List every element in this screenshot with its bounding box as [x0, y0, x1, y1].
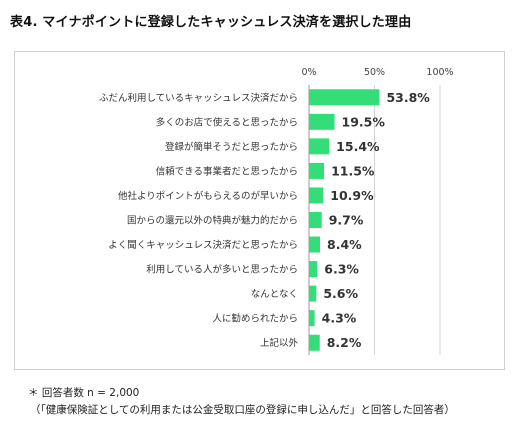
category-label: 上記以外: [260, 337, 299, 349]
bar: [309, 138, 330, 155]
x-tick-labels: 0% 50% 100%: [301, 67, 453, 78]
value-label: 15.4%: [336, 139, 380, 154]
category-label: 国からの還元以外の特典が魅力的だから: [127, 215, 298, 227]
page-title: 表4. マイナポイントに登録したキャッシュレス決済を選択した理由: [10, 15, 412, 30]
x-tick-label: 0%: [301, 67, 316, 78]
value-label: 9.7%: [329, 213, 364, 228]
x-tick-label: 50%: [364, 67, 385, 78]
category-label: 人に勧められたから: [212, 313, 298, 325]
value-label: 8.2%: [327, 335, 362, 350]
respondent-condition-note: （「健康保険証としての利用または公金受取口座の登録に申し込んだ」と回答した回答者…: [30, 404, 455, 416]
chart-frame: [14, 51, 505, 370]
bar: [309, 334, 320, 351]
x-tick-label: 100%: [426, 67, 453, 78]
category-label: ふだん利用しているキャッシュレス決済だから: [99, 92, 298, 104]
value-label: 19.5%: [342, 114, 386, 129]
category-labels: ふだん利用しているキャッシュレス決済だから多くのお店で使えると思ったから登録が簡…: [99, 92, 299, 349]
category-label: よく聞くキャッシュレス決済だと思ったから: [108, 239, 298, 251]
value-label: 6.3%: [324, 262, 359, 277]
value-label: 4.3%: [322, 311, 357, 326]
value-labels: 53.8%19.5% 15.4% 11.5% 10.9% 9.7% 8.4% 6.3% 5.6…: [322, 90, 431, 350]
category-label: なんとなく: [251, 289, 298, 300]
category-label: 信頼できる事業者だと思ったから: [156, 165, 298, 177]
value-label: 10.9%: [330, 188, 374, 203]
bar: [309, 310, 315, 327]
value-label: 5.6%: [323, 286, 358, 301]
value-label: 8.4%: [327, 237, 362, 252]
respondent-count-note: ＊ 回答者数 n = 2,000: [28, 387, 140, 399]
bar: [309, 261, 318, 278]
bar: [309, 187, 324, 204]
value-label: 53.8%: [386, 90, 430, 105]
category-label: 登録が簡単そうだと思ったから: [165, 141, 298, 153]
bar: [309, 285, 317, 302]
category-label: 利用している人が多いと思ったから: [146, 264, 298, 276]
category-label: 多くのお店で使えると思ったから: [156, 116, 298, 128]
bar: [309, 113, 335, 130]
bar: [309, 89, 380, 106]
value-label: 11.5%: [331, 163, 375, 178]
bar: [309, 236, 321, 253]
category-label: 他社よりポイントがもらえるのが早いから: [118, 190, 298, 202]
bar: [309, 162, 325, 179]
bar: [309, 212, 322, 228]
bars: [309, 89, 380, 351]
